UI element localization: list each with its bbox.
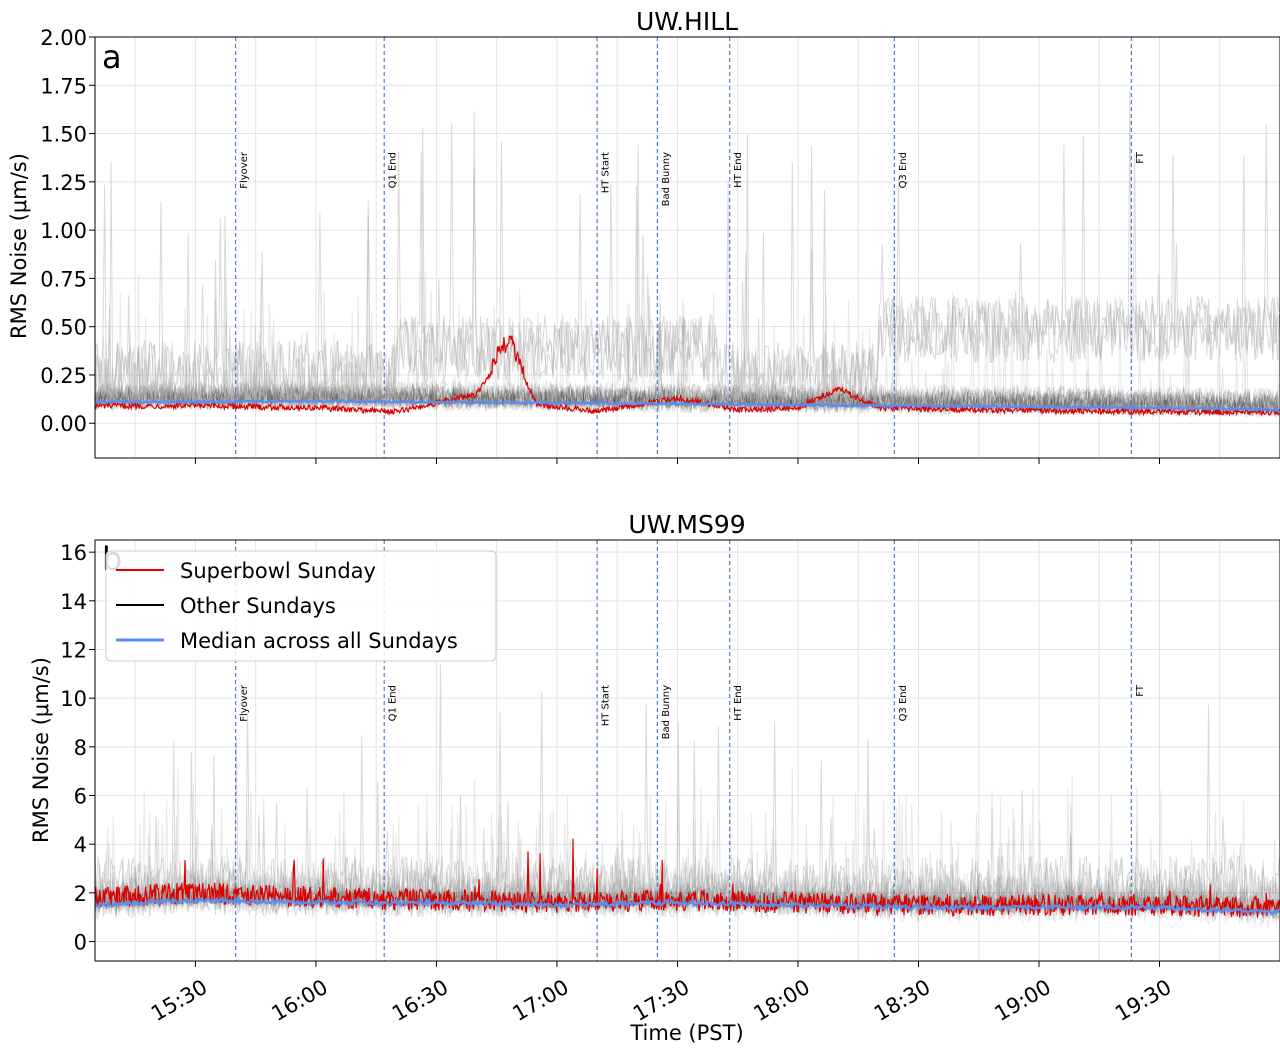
event-label: Q3 End	[898, 152, 909, 188]
panel-b-frame	[94, 539, 1280, 962]
legend: Superbowl Sunday Other Sundays Median ac…	[105, 550, 497, 662]
superbowl-sunday-line	[94, 335, 1280, 417]
panel-a-x-ticks	[194, 458, 1160, 464]
panel-b-y-axis-label: RMS Noise (μm/s)	[29, 657, 53, 843]
event-label: Q1 End	[388, 685, 399, 721]
x-tick-label: 19:30	[1111, 975, 1175, 1026]
x-tick-label: 16:30	[388, 975, 452, 1026]
superbowl-sunday-line	[94, 838, 1280, 918]
median-line	[94, 895, 1280, 916]
y-tick-label: 1.00	[40, 219, 87, 243]
event-label: FT	[1135, 684, 1146, 697]
panel-b-x-ticks: 15:30 16:00 16:30 17:00 17:30 18:00 18:30 19:00…	[147, 961, 1175, 1026]
event-label: Bad Bunny	[661, 685, 672, 739]
event-label: Flyover	[239, 684, 250, 722]
other-sunday-trace	[94, 775, 1280, 926]
other-sunday-trace	[94, 302, 1280, 415]
legend-box	[105, 550, 497, 662]
panel-b-title: UW.MS99	[628, 510, 745, 539]
y-tick-label: 0.75	[40, 267, 87, 291]
event-label: Q1 End	[388, 152, 399, 188]
x-tick-label: 15:30	[147, 975, 211, 1026]
outlier-sunday-trace	[94, 110, 1280, 409]
panel-a: Flyover Q1 End HT Start Bad Bunny HT End Q3 E…	[7, 7, 1280, 464]
x-tick-label: 18:00	[749, 975, 813, 1026]
panel-a-event-lines: Flyover Q1 End HT Start Bad Bunny HT End Q3 E…	[234, 37, 1146, 458]
x-tick-label: 18:30	[870, 975, 934, 1026]
legend-label-superbowl: Superbowl Sunday	[180, 559, 376, 583]
y-tick-label: 1.50	[40, 123, 87, 147]
event-label: Flyover	[239, 151, 250, 189]
panel-b-series	[94, 838, 1280, 918]
y-tick-label: 8	[74, 736, 87, 760]
y-tick-label: 0.50	[40, 316, 87, 340]
median-line	[94, 398, 1280, 413]
event-label: HT Start	[601, 152, 612, 193]
other-sunday-trace	[94, 293, 1280, 417]
y-tick-label: 2.00	[40, 26, 87, 50]
panel-a-letter: a	[102, 38, 122, 76]
legend-label-median: Median across all Sundays	[180, 629, 458, 653]
outlier-sunday-trace	[94, 90, 1280, 408]
panel-a-other-sundays-traces	[94, 90, 1280, 420]
x-tick-label: 16:00	[267, 975, 331, 1026]
y-tick-label: 0.25	[40, 364, 87, 388]
other-sunday-trace	[94, 288, 1280, 418]
x-axis-label: Time (PST)	[629, 1021, 743, 1045]
event-label: Bad Bunny	[661, 152, 672, 206]
panel-a-y-ticks: 0.00 0.25 0.50 0.75 1.00 1.25 1.50 1.75 2.00	[40, 26, 95, 436]
other-sunday-trace	[94, 275, 1280, 418]
legend-label-other-sundays: Other Sundays	[180, 594, 336, 618]
outlier-sunday-trace	[94, 144, 1280, 409]
event-label: HT End	[733, 685, 744, 721]
x-tick-label: 19:00	[991, 975, 1055, 1026]
y-tick-label: 1.75	[40, 74, 87, 98]
panel-a-series	[94, 335, 1280, 417]
y-tick-label: 6	[74, 785, 87, 809]
event-label: Q3 End	[898, 685, 909, 721]
event-label: HT Start	[601, 685, 612, 726]
panel-a-title: UW.HILL	[636, 7, 738, 36]
x-tick-label: 17:30	[629, 975, 693, 1026]
y-tick-label: 0	[74, 931, 87, 955]
panel-a-frame	[94, 36, 1280, 459]
panel-a-grid	[95, 36, 1280, 458]
y-tick-label: 10	[60, 687, 87, 711]
y-tick-label: 4	[74, 833, 87, 857]
y-tick-label: 1.25	[40, 171, 87, 195]
x-tick-label: 17:00	[508, 975, 572, 1026]
y-tick-label: 2	[74, 882, 87, 906]
event-label: HT End	[733, 152, 744, 188]
outlier-sunday-trace	[94, 664, 1280, 918]
y-tick-label: 16	[60, 541, 87, 565]
y-tick-label: 0.00	[40, 412, 87, 436]
panel-b-y-ticks: 0 2 4 6 8 10 12 14 16	[60, 541, 95, 955]
other-sunday-trace	[94, 291, 1280, 418]
event-label: FT	[1135, 151, 1146, 164]
y-tick-label: 12	[60, 639, 87, 663]
panel-a-y-axis-label: RMS Noise (μm/s)	[7, 153, 31, 339]
y-tick-label: 14	[60, 590, 87, 614]
